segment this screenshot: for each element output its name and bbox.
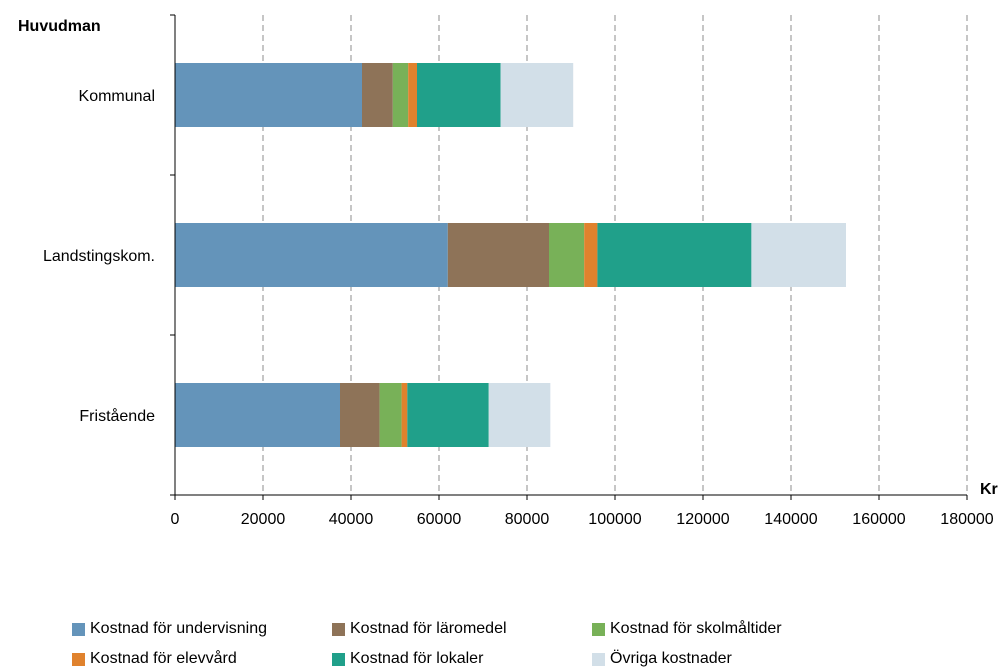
bar-segment bbox=[175, 223, 448, 287]
x-tick-label: 0 bbox=[171, 511, 180, 528]
category-labels: Kommunal Landstingskom. Fristående bbox=[43, 88, 155, 425]
axes bbox=[170, 14, 968, 500]
category-label: Fristående bbox=[79, 407, 155, 425]
x-tick-label: 20000 bbox=[241, 511, 286, 528]
legend-item: Kostnad för elevvård bbox=[72, 650, 237, 668]
bar-segment bbox=[408, 63, 417, 127]
bar-segment bbox=[417, 63, 501, 127]
bar-segment bbox=[401, 383, 408, 447]
legend-label: Kostnad för lokaler bbox=[350, 650, 484, 667]
legend-label: Kostnad för läromedel bbox=[350, 620, 507, 637]
x-axis-title: Kr bbox=[980, 481, 998, 498]
legend-swatch bbox=[332, 622, 345, 636]
legend-item: Kostnad för lokaler bbox=[332, 650, 483, 668]
x-tick-label: 120000 bbox=[676, 511, 729, 528]
x-tick-label: 140000 bbox=[764, 511, 817, 528]
x-tick-label: 100000 bbox=[588, 511, 641, 528]
x-tick-label: 40000 bbox=[329, 511, 374, 528]
legend-swatch bbox=[72, 622, 85, 636]
bar-segment bbox=[447, 223, 549, 287]
legend-label: Kostnad för skolmåltider bbox=[610, 620, 782, 637]
legend-label: Övriga kostnader bbox=[610, 650, 732, 667]
bars bbox=[175, 63, 846, 447]
x-tick-label: 160000 bbox=[852, 511, 905, 528]
legend-swatch bbox=[592, 622, 605, 636]
bar-segment bbox=[362, 63, 393, 127]
bar-segment bbox=[549, 223, 585, 287]
bar-segment bbox=[379, 383, 402, 447]
bar-segment bbox=[751, 223, 846, 287]
bar-segment bbox=[175, 63, 362, 127]
legend-item: Kostnad för undervisning bbox=[72, 620, 267, 638]
bar-segment bbox=[340, 383, 380, 447]
category-label: Landstingskom. bbox=[43, 248, 155, 265]
x-tick-label: 60000 bbox=[417, 511, 462, 528]
x-tick-label: 180000 bbox=[940, 511, 993, 528]
bar-segment bbox=[407, 383, 489, 447]
category-label: Kommunal bbox=[79, 88, 155, 105]
bar-segment bbox=[488, 383, 551, 447]
legend-label: Kostnad för elevvård bbox=[90, 650, 237, 667]
legend-item: Kostnad för läromedel bbox=[332, 620, 507, 638]
bar-segment bbox=[584, 223, 598, 287]
chart-area: Huvudman Kr Kommunal Landstingskom. Fristå… bbox=[18, 14, 998, 528]
legend-item: Övriga kostnader bbox=[592, 650, 732, 668]
bar-segment bbox=[500, 63, 574, 127]
legend-swatch bbox=[332, 652, 345, 666]
legend-swatch bbox=[592, 652, 605, 666]
legend-item: Kostnad för skolmåltider bbox=[592, 620, 782, 638]
y-axis-title: Huvudman bbox=[18, 18, 101, 35]
bar-segment bbox=[175, 383, 340, 447]
bar-segment bbox=[392, 63, 409, 127]
legend-label: Kostnad för undervisning bbox=[90, 620, 267, 637]
x-tick-label: 80000 bbox=[505, 511, 550, 528]
legend-swatch bbox=[72, 652, 85, 666]
x-tick-labels: 0 20000 40000 60000 80000 100000 120000 140000 1… bbox=[171, 511, 994, 528]
bar-segment bbox=[597, 223, 752, 287]
